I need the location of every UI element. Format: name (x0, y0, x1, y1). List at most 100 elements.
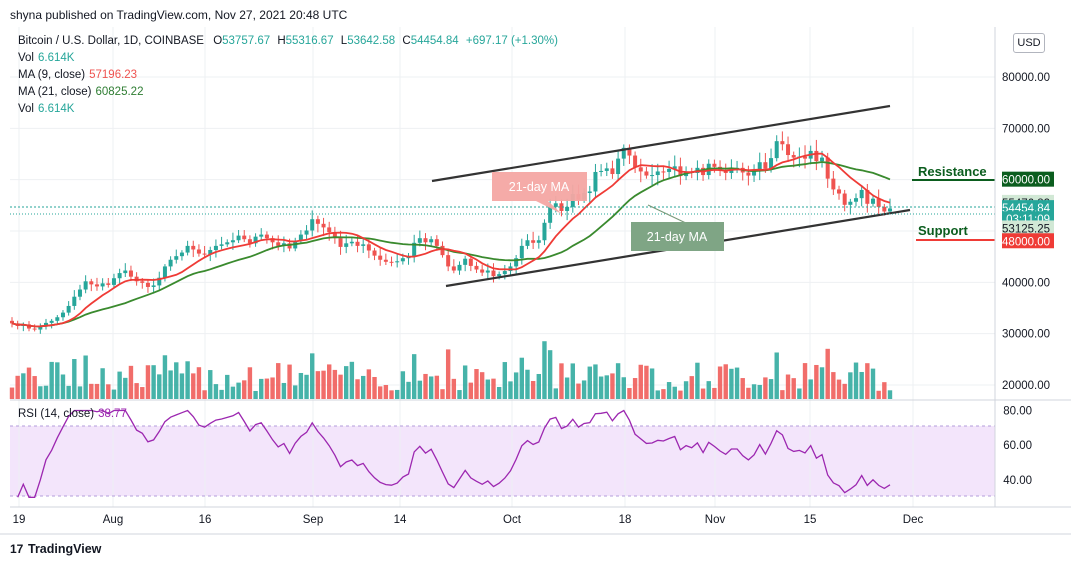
legend-vol2-label: Vol (18, 103, 34, 115)
legend-ma9-label: MA (9, close) (18, 69, 86, 81)
candle-body (627, 147, 632, 156)
candle-body (474, 265, 479, 270)
candle-body (548, 206, 553, 223)
volume-bar (666, 382, 672, 399)
candle-body (185, 245, 190, 253)
candle-body (315, 219, 320, 224)
resistance-label: Resistance (918, 164, 987, 179)
volume-bar (474, 369, 479, 399)
candle-body (831, 178, 836, 190)
price-tag-label: 60000.00 (1002, 175, 1050, 187)
candle-body (10, 320, 14, 324)
volume-bar (491, 378, 496, 399)
currency-button[interactable]: USD (1013, 33, 1045, 53)
candle-body (559, 203, 564, 211)
volume-bar (55, 362, 60, 399)
candle-body (820, 157, 825, 162)
volume-bar (604, 375, 609, 399)
volume-bar (598, 376, 604, 399)
price-tag (1002, 233, 1054, 249)
tradingview-logo[interactable]: 17 TradingView (10, 542, 101, 556)
volume-bar (219, 389, 224, 399)
volume-bar (842, 383, 847, 399)
volume-bar (723, 364, 728, 399)
candle-body (446, 255, 451, 267)
candle-body (264, 234, 269, 239)
volume-bar (547, 350, 553, 399)
volume-bar (836, 379, 842, 399)
volume-bar (225, 374, 230, 399)
volume-bar (496, 386, 502, 399)
rsi-line (17, 409, 891, 498)
candle-body (502, 271, 507, 275)
low-label: L (340, 35, 348, 47)
volume-bar (712, 387, 717, 399)
volume-bar (751, 384, 757, 399)
candle-body (616, 158, 621, 175)
volume-bar (60, 374, 66, 399)
candle-body (157, 277, 162, 286)
volume-bar (321, 370, 326, 399)
volume-bar (259, 378, 264, 399)
candle-body (423, 238, 428, 243)
candle-body (593, 171, 598, 192)
channel-upper-line[interactable] (431, 104, 891, 183)
price-tags: 60000.0055476.8254454.8403:11:0953125.25… (1002, 171, 1054, 249)
volume-bar (270, 377, 275, 399)
close-label: C (402, 35, 411, 47)
candle-body (83, 281, 88, 290)
candle-body (208, 249, 213, 255)
legend-vol2-value: 6.614K (38, 103, 75, 115)
volume-bar (672, 386, 677, 399)
symbol-name: Bitcoin / U.S. Dollar, 1D, COINBASE (18, 35, 204, 47)
candle-body (621, 147, 626, 159)
time-axis[interactable]: 19 Aug 16 Sep 14 Oct 18 Nov 15 Dec (13, 514, 924, 526)
volume-bar (242, 380, 247, 399)
volume-bar (576, 383, 581, 399)
volume-bar (185, 361, 190, 399)
candle-body (32, 328, 37, 330)
candle-body (174, 256, 179, 260)
volume-bar (763, 377, 768, 399)
candle-body (372, 250, 377, 256)
candle-body (355, 241, 360, 246)
candle-body (888, 208, 892, 212)
volume-bar (32, 376, 37, 399)
volume-bar (644, 365, 649, 399)
volume-bar (457, 390, 462, 399)
volume-bar (632, 378, 638, 399)
tradingview-logo-icon: 17 (10, 542, 24, 556)
ma9-line (11, 152, 891, 328)
candle-body (310, 219, 315, 231)
candle-body (825, 157, 830, 179)
candle-body (338, 238, 343, 247)
candle-body (55, 317, 60, 321)
candle-body (842, 193, 847, 205)
rsi-tick-label: 80.00 (1003, 405, 1032, 417)
volume-bar (293, 385, 298, 399)
volume-bar (853, 362, 859, 399)
low-value: 53642.58 (347, 35, 396, 47)
volume-bar (247, 367, 253, 399)
time-tick-label: Dec (903, 514, 924, 526)
candle-body (259, 234, 264, 237)
volume-bar (287, 364, 292, 399)
candle-body (531, 240, 536, 243)
price-tag-label: 48000.00 (1002, 236, 1050, 248)
volume-bar (440, 389, 445, 399)
ma-red-annotation[interactable]: 21-day MA (492, 172, 587, 214)
candle-body (791, 155, 796, 158)
candle-body (633, 155, 638, 168)
candle-body (837, 189, 842, 194)
ma-green-annotation[interactable]: 21-day MA (631, 204, 724, 251)
volume-bar (423, 373, 428, 399)
candle-body (332, 232, 337, 239)
volume-bar (519, 357, 525, 399)
volume-bar (831, 372, 836, 399)
candle-body (417, 238, 422, 243)
volume-bar (785, 374, 791, 399)
volume-bar (38, 386, 43, 399)
time-tick-label: 15 (804, 514, 817, 526)
rsi-value: 38.77 (98, 408, 127, 420)
price-panel[interactable] (10, 27, 995, 399)
